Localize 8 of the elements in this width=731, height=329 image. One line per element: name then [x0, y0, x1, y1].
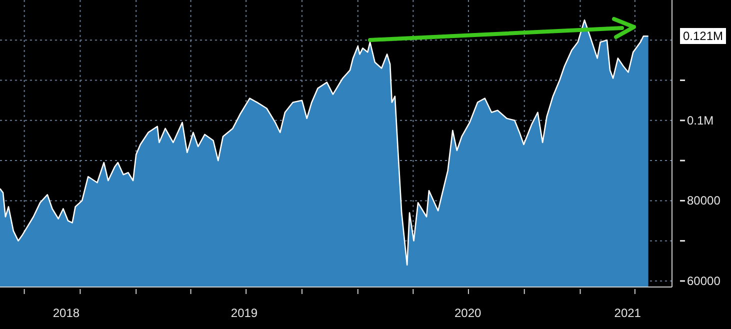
x-tick-label: 2019	[230, 306, 258, 320]
x-tick-label: 2021	[614, 306, 642, 320]
x-tick-label: 2018	[52, 306, 80, 320]
y-tick-label: 0.1M	[687, 113, 714, 128]
text: 0.121M	[680, 28, 726, 44]
y-tick-label: 80000	[687, 194, 721, 208]
y-tick-label: 60000	[687, 274, 721, 288]
x-tick-label: 2020	[454, 306, 482, 320]
